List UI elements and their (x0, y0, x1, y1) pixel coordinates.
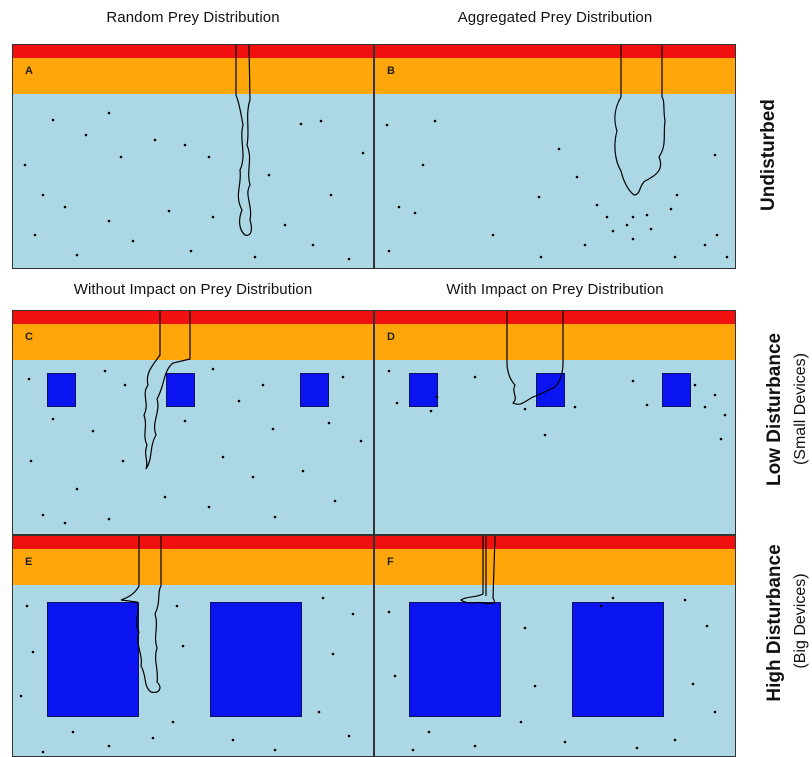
panel-a: A (12, 44, 374, 269)
surface-band-red (375, 45, 735, 58)
surface-band-red (13, 45, 373, 58)
dive-track-overlay (27, 311, 363, 525)
row-label-undisturbed: Undisturbed (758, 99, 779, 211)
panel-b: B (374, 44, 736, 269)
column-title-without-impact: Without Impact on Prey Distribution (73, 281, 313, 298)
prey-dots (19, 596, 355, 754)
column-title-aggregated: Aggregated Prey Distribution (457, 9, 653, 26)
surface-band-orange (375, 58, 735, 94)
panel-e: E (12, 535, 374, 757)
prey-dots (385, 119, 729, 259)
surface-band-red (13, 311, 373, 324)
device-block (409, 602, 501, 717)
panel-label: C (25, 331, 33, 343)
prey-dots (387, 596, 717, 752)
panel-f: F (374, 535, 736, 757)
column-title-random: Random Prey Distribution (106, 9, 280, 26)
panel-label: D (387, 331, 395, 343)
device-block (47, 602, 139, 717)
dive-track-overlay (23, 45, 365, 261)
surface-band-orange (13, 58, 373, 94)
device-block (409, 373, 438, 407)
device-block (210, 602, 302, 717)
surface-band-red (375, 536, 735, 549)
panel-label: A (25, 65, 33, 77)
row-label-small-devices: (Small Devices) (792, 353, 809, 466)
panel-label: B (387, 65, 395, 77)
prey-dots (27, 367, 363, 525)
prey-dots (387, 369, 727, 441)
row-label-high-disturbance: High Disturbance (764, 544, 785, 702)
surface-band-red (13, 536, 373, 549)
device-block (572, 602, 664, 717)
panel-label: F (387, 556, 394, 568)
device-block (166, 373, 195, 407)
surface-band-orange (375, 324, 735, 360)
row-label-big-devices: (Big Devices) (792, 573, 809, 669)
device-block (662, 373, 691, 407)
dive-track-overlay (19, 536, 355, 754)
panel-label: E (25, 556, 33, 568)
dive-track-overlay (387, 311, 727, 441)
panel-d: D (374, 310, 736, 535)
prey-dots (23, 111, 365, 261)
surface-band-red (375, 311, 735, 324)
surface-band-orange (13, 549, 373, 585)
panel-c: C (12, 310, 374, 535)
surface-band-orange (13, 324, 373, 360)
device-block (47, 373, 76, 407)
dive-track-overlay (385, 45, 729, 259)
surface-band-orange (375, 549, 735, 585)
dive-track-overlay (387, 536, 717, 752)
row-label-low-disturbance: Low Disturbance (764, 332, 785, 486)
column-title-with-impact: With Impact on Prey Distribution (446, 281, 664, 298)
device-block (300, 373, 329, 407)
